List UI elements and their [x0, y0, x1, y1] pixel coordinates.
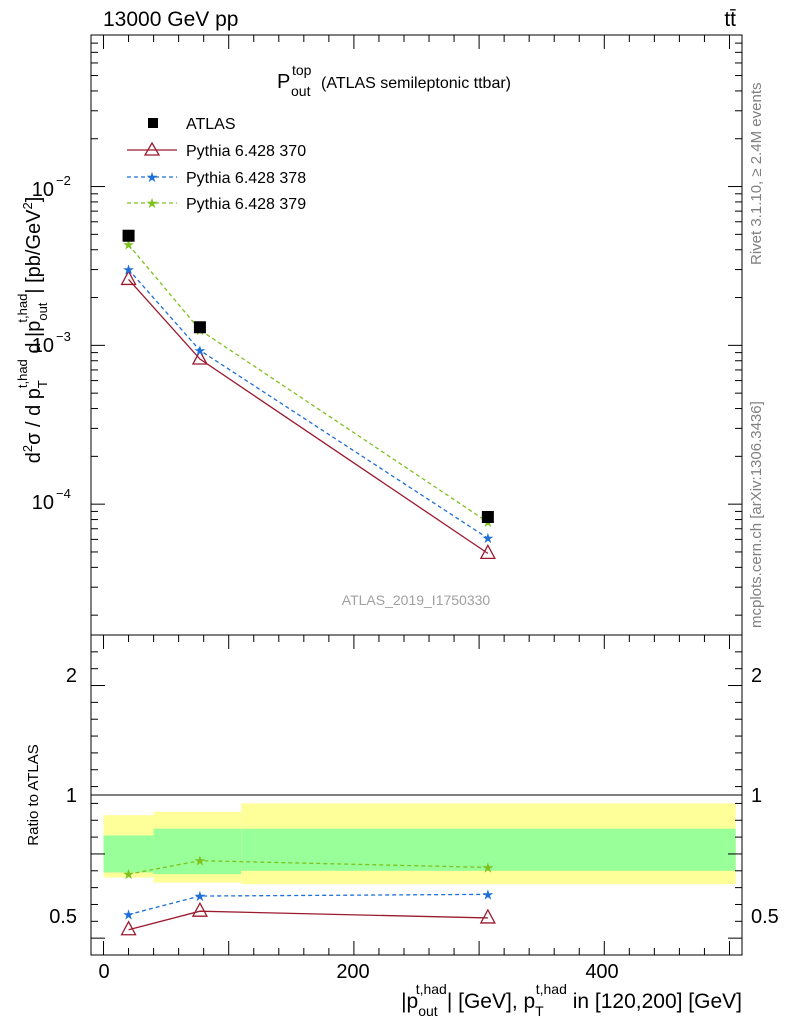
x-tick-label-0: 0 [98, 961, 109, 983]
ratio-y-tick-label-2-right: 2 [751, 665, 762, 687]
main-line-pythia-6-428-378 [128, 269, 489, 539]
ratio-y-tick-label-1-right: 1 [751, 785, 762, 807]
x-tick-label-200: 200 [336, 961, 369, 983]
svg-text:−2: −2 [56, 173, 71, 188]
main-series: ★★★★★★ [120, 229, 496, 560]
rivet-label: Rivet 3.1.10, ≥ 2.4M events [748, 83, 765, 266]
legend: ATLAS Pythia 6.428 370 ★ Pythia 6.428 37… [127, 116, 306, 213]
ratio-plot-frame [90, 634, 743, 956]
main-point-pythia-6-428-370-1 [191, 349, 209, 365]
main-axis-ticks [91, 34, 742, 616]
ratio-bands [103, 803, 736, 885]
svg-text:−4: −4 [56, 486, 71, 501]
legend-marker-p379: ★ [146, 195, 159, 211]
svg-text:P: P [277, 71, 290, 93]
ratio-point-pythia-6-428-379-1: ★ [194, 853, 207, 869]
ratio-line-pythia-6-428-379 [128, 860, 488, 875]
svg-text:top: top [292, 62, 312, 78]
legend-label-p370: Pythia 6.428 370 [186, 143, 306, 160]
ratio-y-tick-label-05-right: 0.5 [751, 906, 779, 928]
svg-text:out: out [291, 83, 311, 99]
y-tick-label-1e-3: 10 −3 [32, 329, 71, 357]
legend-label-p378: Pythia 6.428 378 [186, 170, 306, 187]
ratio-y-axis-label: Ratio to ATLAS [25, 744, 42, 845]
ratio-point-pythia-6-428-378-2: ★ [482, 886, 495, 902]
main-point-pythia-6-428-378-0: ★ [122, 262, 135, 278]
x-axis-label: |poutt,had| [GeV], pTt,had in [120,200] … [401, 981, 742, 1019]
legend-marker-p370 [143, 141, 161, 156]
legend-marker-atlas [148, 118, 158, 128]
main-line-pythia-6-428-379 [128, 244, 489, 523]
svg-text:(ATLAS semileptonic ttbar): (ATLAS semileptonic ttbar) [321, 75, 511, 92]
plot-title: P top out (ATLAS semileptonic ttbar) [277, 62, 511, 99]
main-point-pythia-6-428-370-0 [120, 270, 137, 286]
main-point-pythia-6-428-378-1: ★ [194, 342, 207, 358]
analysis-watermark: ATLAS_2019_I1750330 [342, 592, 491, 608]
ratio-band-inner-1 [153, 828, 242, 875]
ratio-line-pythia-6-428-370 [128, 910, 488, 931]
legend-marker-p378: ★ [146, 169, 159, 185]
svg-text:10: 10 [32, 179, 54, 201]
x-tick-label-400: 400 [585, 961, 618, 983]
ratio-line-pythia-6-428-378 [128, 893, 488, 916]
main-point-pythia-6-428-378-2: ★ [482, 530, 495, 546]
ratio-axis-ticks [91, 635, 742, 955]
ratio-y-tick-label-2-left: 2 [66, 665, 77, 687]
ratio-point-pythia-6-428-378-0: ★ [122, 907, 135, 923]
ratio-band-inner-0 [103, 835, 154, 873]
svg-text:−3: −3 [56, 329, 71, 344]
svg-text:10: 10 [32, 492, 54, 514]
ratio-point-pythia-6-428-370-0 [120, 920, 137, 936]
ratio-point-pythia-6-428-378-1: ★ [194, 888, 207, 904]
legend-label-atlas: ATLAS [186, 116, 236, 133]
ratio-point-pythia-6-428-379-0: ★ [122, 866, 135, 882]
ratio-point-pythia-6-428-370-1 [191, 901, 209, 917]
main-point-pythia-6-428-370-2 [479, 543, 496, 560]
ratio-y-tick-label-05-left: 0.5 [49, 906, 77, 928]
mcplots-label: mcplots.cern.ch [arXiv:1306.3436] [748, 401, 765, 628]
header-left: 13000 GeV pp [103, 8, 238, 31]
ratio-point-pythia-6-428-370-2 [479, 908, 496, 924]
ratio-series: ★ ★ ★ ★ ★ ★ [120, 853, 496, 936]
y-tick-label-1e-2: 10 −2 [32, 173, 71, 201]
main-y-axis-label: d2σ / d pTt,had d |poutt,had| [pb/GeV2] [15, 197, 50, 464]
main-atlas-point-0 [122, 229, 135, 242]
legend-label-p379: Pythia 6.428 379 [186, 196, 306, 213]
ratio-y-tick-label-1-left: 1 [66, 785, 77, 807]
main-atlas-point-2 [481, 511, 494, 524]
ratio-point-pythia-6-428-379-2: ★ [482, 859, 495, 875]
header-right: tt̄ [724, 8, 736, 31]
svg-text:10: 10 [32, 335, 54, 357]
y-tick-label-1e-4: 10 −4 [32, 486, 71, 514]
main-atlas-point-1 [193, 321, 206, 334]
main-line-pythia-6-428-370 [128, 279, 489, 554]
